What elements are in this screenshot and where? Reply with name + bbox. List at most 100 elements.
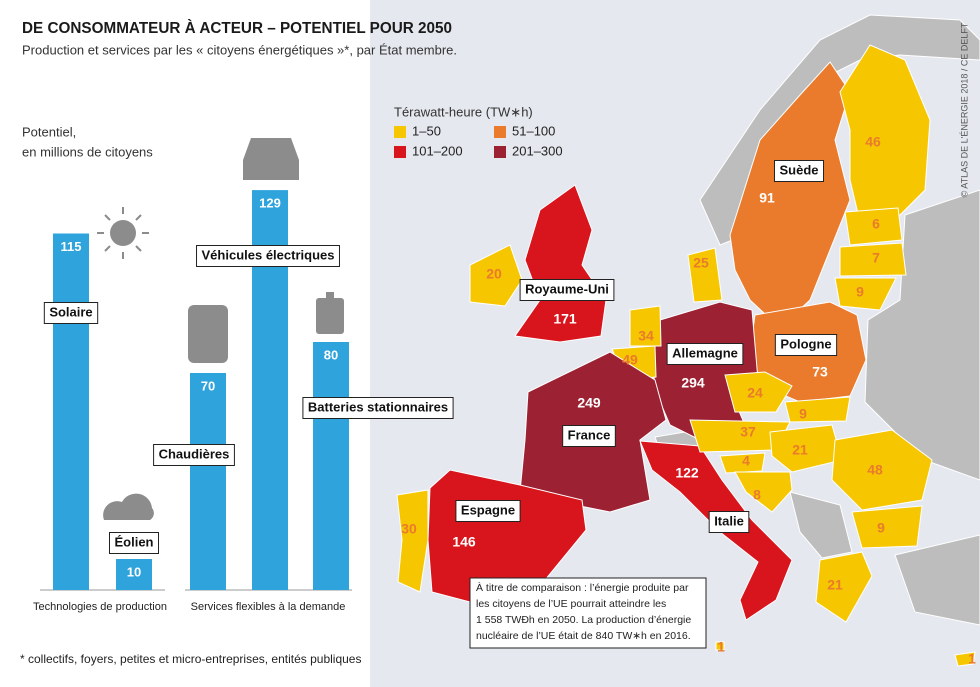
region bbox=[715, 641, 725, 651]
legend-title: Térawatt-heure (TW∗h) bbox=[394, 104, 533, 119]
region bbox=[834, 277, 897, 311]
region-value: 73 bbox=[812, 364, 828, 380]
region bbox=[844, 207, 903, 246]
label: Batteries stationnaires bbox=[308, 399, 448, 414]
region-value: 7 bbox=[872, 250, 880, 266]
region bbox=[734, 471, 793, 513]
region-value: 6 bbox=[872, 216, 880, 232]
label-box bbox=[455, 500, 521, 522]
note-box bbox=[469, 577, 707, 649]
region bbox=[651, 301, 759, 441]
sun-rays bbox=[97, 207, 149, 259]
note-line: 1 558 TWÐh en 2050. La production d’éner… bbox=[476, 614, 691, 626]
region bbox=[639, 440, 793, 621]
group-label: Services flexibles à la demande bbox=[191, 601, 346, 613]
region bbox=[839, 242, 907, 277]
region-value: 46 bbox=[865, 134, 881, 150]
region bbox=[719, 452, 766, 474]
region bbox=[629, 305, 662, 347]
region bbox=[687, 247, 723, 303]
bar bbox=[116, 559, 152, 590]
region-value: 34 bbox=[638, 328, 654, 344]
label: Espagne bbox=[461, 502, 515, 517]
label-box bbox=[302, 397, 454, 419]
region-value: 9 bbox=[856, 284, 864, 300]
label: France bbox=[568, 427, 611, 442]
icons bbox=[97, 138, 344, 520]
label: Éolien bbox=[114, 534, 153, 549]
region bbox=[396, 489, 429, 593]
region-value: 171 bbox=[553, 311, 577, 327]
region-value: 20 bbox=[486, 266, 502, 282]
label: Suède bbox=[779, 162, 818, 177]
region-value: 48 bbox=[867, 462, 883, 478]
land-non-eu bbox=[789, 491, 853, 559]
region bbox=[724, 371, 793, 413]
legend-swatch bbox=[394, 146, 406, 158]
note-line: À titre de comparaison : l’énergie produ… bbox=[476, 581, 689, 594]
legend-swatch bbox=[394, 126, 406, 138]
region-value: 30 bbox=[401, 521, 417, 537]
region-value: 21 bbox=[827, 577, 843, 593]
region bbox=[831, 429, 933, 511]
region bbox=[729, 61, 851, 329]
region-value: 146 bbox=[452, 534, 476, 550]
region-value: 24 bbox=[747, 385, 763, 401]
cloud-icon bbox=[103, 493, 154, 520]
label: Véhicules électriques bbox=[202, 247, 335, 262]
bar-chart: Technologies de production 115 Solaire 10 Éo… bbox=[33, 190, 454, 613]
region-value: 21 bbox=[792, 442, 808, 458]
bar bbox=[190, 373, 226, 590]
region-value: 1 bbox=[717, 639, 725, 655]
label-box bbox=[108, 532, 160, 554]
battery-cap bbox=[326, 292, 334, 298]
region-value: 37 bbox=[740, 424, 756, 440]
label-box bbox=[43, 302, 99, 324]
legend-label: 101–200 bbox=[412, 143, 463, 158]
label: Chaudières bbox=[159, 446, 230, 461]
bar bbox=[53, 233, 89, 590]
region bbox=[954, 651, 976, 667]
note-line: nucléaire de l’UE était de 840 TW∗h en 2… bbox=[476, 630, 691, 642]
note-line: les citoyens de l’UE pourrait atteindre … bbox=[476, 598, 666, 610]
credit: © ATLAS DE L'ÉNERGIE 2018 / CE DELFT bbox=[959, 22, 969, 197]
region-value: 249 bbox=[577, 395, 601, 411]
region-value: 1 bbox=[968, 651, 976, 667]
region-value: 91 bbox=[759, 190, 775, 206]
label: Royaume-Uni bbox=[525, 281, 609, 296]
y-label: Potentiel, bbox=[22, 124, 76, 139]
bar bbox=[313, 342, 349, 590]
region-value: 9 bbox=[799, 406, 807, 422]
y-label: en millions de citoyens bbox=[22, 144, 153, 159]
region-value: 9 bbox=[877, 520, 885, 536]
subtitle: Production et services par les « citoyen… bbox=[22, 42, 457, 57]
note: À titre de comparaison : l’énergie produ… bbox=[469, 577, 707, 649]
legend-label: 1–50 bbox=[412, 123, 441, 138]
sun-icon bbox=[110, 220, 136, 246]
value-label: 129 bbox=[259, 196, 281, 211]
region-value: 25 bbox=[693, 255, 709, 271]
label-box bbox=[562, 425, 616, 447]
label-box bbox=[153, 444, 235, 466]
region bbox=[815, 551, 873, 623]
label: Pologne bbox=[780, 336, 831, 351]
label: Italie bbox=[714, 513, 744, 528]
legend-label: 51–100 bbox=[512, 123, 555, 138]
region-value: 294 bbox=[681, 375, 705, 391]
label-box bbox=[708, 511, 750, 533]
label-box bbox=[773, 160, 825, 182]
legend: 1–50 51–100 101–200 201–300 bbox=[394, 123, 563, 158]
legend-swatch bbox=[494, 146, 506, 158]
region bbox=[784, 396, 851, 423]
label-box bbox=[774, 334, 838, 356]
region bbox=[469, 244, 523, 307]
boiler-icon bbox=[188, 305, 228, 363]
land-non-eu bbox=[894, 534, 980, 626]
battery-icon bbox=[316, 298, 344, 334]
region bbox=[769, 424, 843, 473]
value-label: 10 bbox=[127, 564, 141, 579]
region bbox=[839, 44, 931, 223]
footnote: * collectifs, foyers, petites et micro-e… bbox=[20, 652, 361, 666]
value-label: 80 bbox=[324, 347, 338, 362]
